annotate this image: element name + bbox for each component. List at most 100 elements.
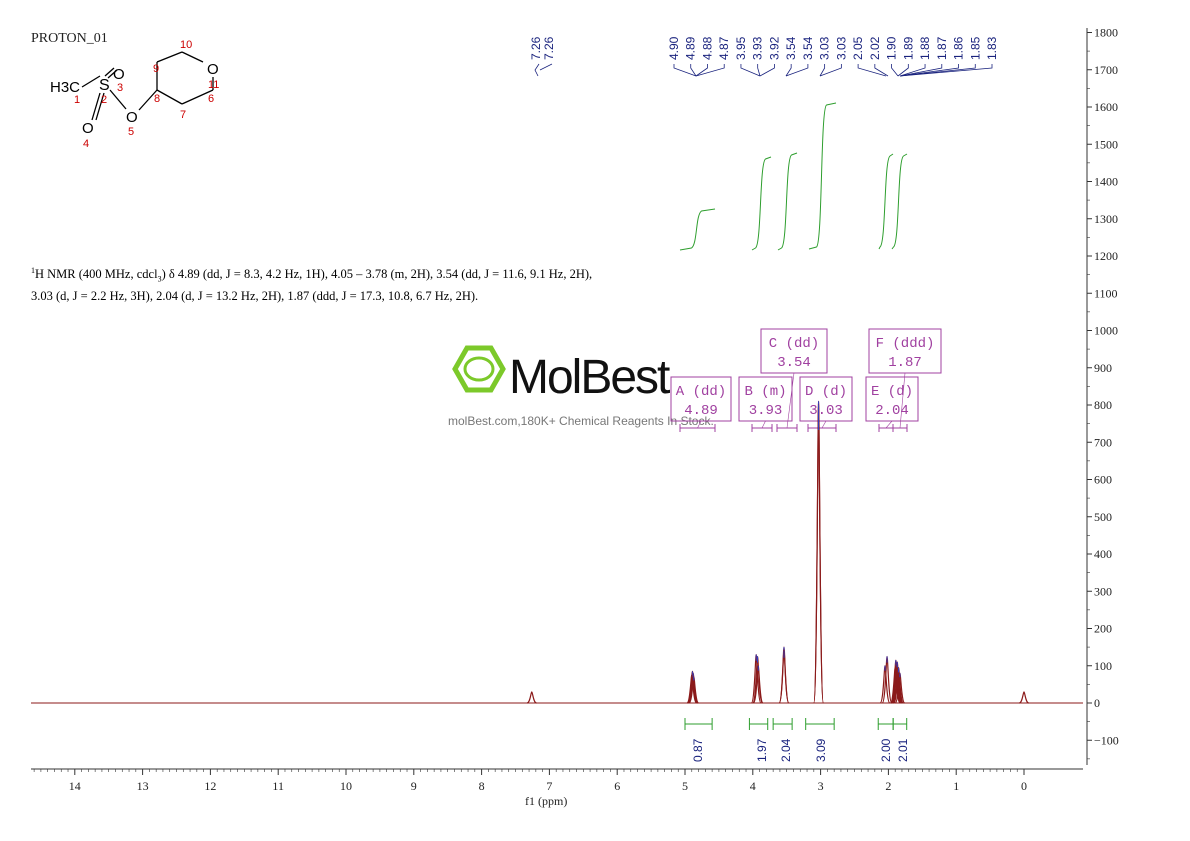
spectrum-peak bbox=[813, 404, 824, 704]
peak-label: 4.90 bbox=[667, 36, 681, 60]
peak-label: 1.83 bbox=[985, 36, 999, 60]
y-tick-label: 500 bbox=[1094, 510, 1112, 524]
x-tick-label: 12 bbox=[204, 779, 216, 793]
multiplet-shift: 4.89 bbox=[684, 403, 718, 419]
integral-curve bbox=[878, 153, 894, 250]
nmr-sup: 1 bbox=[31, 266, 35, 275]
y-tick-label: −100 bbox=[1094, 733, 1119, 747]
watermark-brand: MolBest bbox=[509, 351, 670, 404]
y-tick-label: 1600 bbox=[1094, 100, 1118, 114]
peak-label: 3.03 bbox=[818, 36, 832, 60]
peak-label: 3.93 bbox=[751, 36, 765, 60]
peak-label: 7.26 bbox=[542, 36, 556, 60]
multiplet-label: F (ddd) bbox=[876, 336, 935, 352]
peak-label: 4.89 bbox=[684, 36, 698, 60]
x-tick-label: 13 bbox=[137, 779, 149, 793]
integral-curve bbox=[751, 156, 772, 251]
struct-s: S bbox=[99, 77, 110, 94]
peak-label: 1.89 bbox=[901, 36, 915, 60]
x-axis-label: f1 (ppm) bbox=[525, 794, 568, 808]
integrals: 0.87 1.97 2.04 3.09 2.00 2.01 bbox=[679, 102, 910, 762]
x-tick-label: 2 bbox=[885, 779, 891, 793]
peak-label-connector bbox=[757, 64, 761, 77]
peak-label: 3.03 bbox=[834, 36, 848, 60]
integral-value: 2.04 bbox=[779, 738, 793, 762]
struct-num-10: 10 bbox=[180, 39, 192, 51]
peak-label: 1.90 bbox=[885, 36, 899, 60]
peak-label-connector bbox=[899, 64, 926, 77]
peak-label: 3.54 bbox=[784, 36, 798, 60]
peak-label-connector bbox=[899, 64, 943, 77]
struct-num-7: 7 bbox=[180, 109, 186, 121]
peak-label-connector bbox=[695, 64, 708, 77]
y-tick-label: 1100 bbox=[1094, 286, 1118, 300]
y-tick-label: 1800 bbox=[1094, 26, 1118, 40]
y-tick-label: 200 bbox=[1094, 622, 1112, 636]
x-tick-label: 0 bbox=[1021, 779, 1027, 793]
multiplet-label: A (dd) bbox=[676, 384, 726, 400]
multiplet-label: C (dd) bbox=[769, 336, 819, 352]
struct-o4: O bbox=[82, 120, 94, 137]
peak-label-connector bbox=[785, 64, 809, 77]
peak-label-connector bbox=[740, 64, 761, 77]
spectrum-peak bbox=[1018, 691, 1030, 704]
peak-label-connector bbox=[874, 64, 889, 77]
x-tick-label: 5 bbox=[682, 779, 688, 793]
y-tick-label: 300 bbox=[1094, 584, 1112, 598]
peak-label: 1.86 bbox=[952, 36, 966, 60]
x-tick-label: 14 bbox=[69, 779, 81, 793]
x-tick-label: 8 bbox=[479, 779, 485, 793]
struct-h3c: H3C bbox=[50, 79, 80, 96]
spectrum bbox=[31, 400, 1083, 704]
chemical-structure: H3C S O O O O 1 2 3 4 5 6 7 8 9 10 11 bbox=[50, 39, 219, 150]
peak-label: 2.05 bbox=[851, 36, 865, 60]
nmr-sub: 3 bbox=[157, 274, 162, 284]
multiplet-shift: 3.93 bbox=[749, 403, 783, 419]
peak-label-connector bbox=[819, 64, 826, 77]
multiplet-shift: 1.87 bbox=[888, 355, 922, 371]
y-tick-label: 0 bbox=[1094, 696, 1100, 710]
struct-num-5: 5 bbox=[128, 126, 134, 138]
y-tick-label: 400 bbox=[1094, 547, 1112, 561]
y-tick-label: 700 bbox=[1094, 435, 1112, 449]
peak-label-connector bbox=[899, 64, 993, 77]
peak-label-connector bbox=[690, 64, 697, 77]
multiplet-shift: 3.54 bbox=[777, 355, 811, 371]
multiplet-label: B (m) bbox=[744, 384, 786, 400]
y-tick-label: 1200 bbox=[1094, 249, 1118, 263]
watermark-tagline: molBest.com,180K+ Chemical Reagents In S… bbox=[448, 414, 714, 428]
struct-o3: O bbox=[113, 66, 125, 83]
multiplet-connector bbox=[697, 420, 702, 429]
nmr-prefix: H NMR (400 MHz, cdcl bbox=[35, 267, 158, 282]
integral-value: 2.00 bbox=[879, 738, 893, 762]
spectrum-peak bbox=[893, 667, 904, 704]
watermark: MolBest molBest.com,180K+ Chemical Reage… bbox=[448, 345, 714, 428]
multiplet-shift: 3.03 bbox=[809, 403, 843, 419]
integral-curve bbox=[777, 152, 798, 251]
peak-label-connector bbox=[899, 64, 959, 77]
x-tick-label: 9 bbox=[411, 779, 417, 793]
nmr-description: 1H NMR (400 MHz, cdcl3) δ 4.89 (dd, J = … bbox=[31, 262, 611, 305]
x-tick-label: 1 bbox=[953, 779, 959, 793]
peak-label-connector bbox=[857, 64, 887, 77]
peak-label-connector bbox=[534, 63, 553, 77]
x-tick-label: 4 bbox=[750, 779, 756, 793]
integral-value: 0.87 bbox=[691, 738, 705, 762]
peak-label-connector bbox=[759, 64, 775, 77]
integral-curve bbox=[679, 208, 716, 251]
y-tick-label: 900 bbox=[1094, 361, 1112, 375]
peak-label-connector bbox=[695, 64, 725, 77]
multiplet-connector bbox=[821, 420, 827, 429]
peak-labels: 7.26 7.26 4.90 4.89 4.88 4.87 3.95 3.93 3.92 3.54… bbox=[529, 36, 999, 77]
y-tick-label: 100 bbox=[1094, 659, 1112, 673]
peak-label-connector bbox=[891, 64, 899, 77]
peak-label: 7.26 bbox=[529, 36, 543, 60]
struct-num-3: 3 bbox=[117, 82, 123, 94]
y-tick-label: 1700 bbox=[1094, 63, 1118, 77]
multiplet-connector bbox=[885, 420, 893, 429]
peak-label: 4.88 bbox=[700, 36, 714, 60]
nmr-suffix: ) δ 4.89 (dd, J = 8.3, 4.2 Hz, 1H), 4.05… bbox=[31, 267, 593, 303]
peak-label-connector bbox=[899, 64, 976, 77]
peak-label: 4.87 bbox=[717, 36, 731, 60]
x-tick-label: 7 bbox=[546, 779, 552, 793]
